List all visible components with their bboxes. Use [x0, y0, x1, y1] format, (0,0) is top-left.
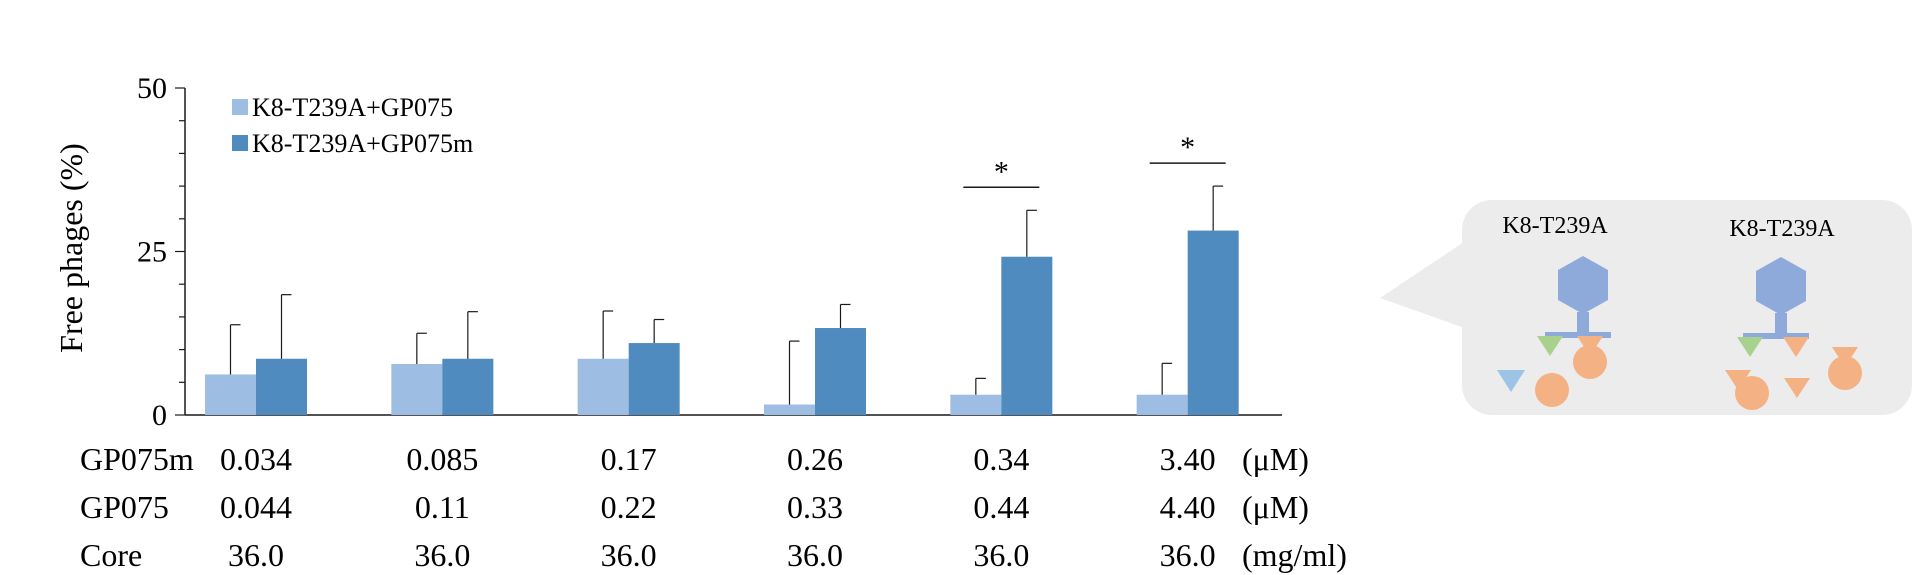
table-cell: 3.40	[1160, 441, 1216, 477]
table-cell: 0.44	[973, 489, 1029, 525]
significance-star: *	[994, 155, 1009, 188]
bar-chart-plot: 0 25 50 * *	[137, 72, 1282, 432]
legend-swatch	[232, 135, 248, 151]
table-cell: 4.40	[1160, 489, 1216, 525]
bar-gp075m	[1001, 256, 1053, 415]
table-unit: (mg/ml)	[1242, 537, 1347, 573]
blue-triangle-icon	[1497, 370, 1525, 392]
bar-gp075	[1136, 394, 1188, 415]
green-triangle-icon	[1537, 336, 1563, 356]
table-row-label: GP075m	[80, 441, 194, 477]
y-tick-label: 0	[152, 399, 167, 432]
diagram-label-right: K8-T239A	[1729, 216, 1835, 242]
table-cell: 36.0	[973, 537, 1029, 573]
table-cell: 0.33	[787, 489, 843, 525]
antibody-diagram: K8-T239A K8-T239A	[1380, 200, 1912, 415]
table-cell: 0.085	[406, 441, 478, 477]
table-unit: (μM)	[1242, 489, 1309, 525]
orange-triangle-icon	[1784, 378, 1810, 398]
table-cell: 0.034	[220, 441, 292, 477]
antibody-icon	[1558, 256, 1608, 314]
table-unit: (μM)	[1242, 441, 1309, 477]
antibody-stem	[1577, 312, 1589, 334]
legend: K8-T239A+GP075 K8-T239A+GP075m	[232, 93, 473, 158]
legend-label: K8-T239A+GP075	[252, 93, 453, 122]
table-cell: 0.11	[415, 489, 470, 525]
table-cell: 0.26	[787, 441, 843, 477]
table-cell: 36.0	[228, 537, 284, 573]
orange-circle-icon	[1535, 373, 1569, 407]
antibody-base	[1545, 332, 1611, 338]
table-cell: 36.0	[1160, 537, 1216, 573]
orange-circle-icon	[1573, 345, 1607, 379]
table-cell: 36.0	[601, 537, 657, 573]
y-axis-title: Free phages (%)	[53, 143, 89, 353]
callout-pointer	[1380, 238, 1470, 330]
antibody-base	[1743, 333, 1809, 339]
table-cell: 0.34	[973, 441, 1029, 477]
legend-swatch	[232, 99, 248, 115]
antibody-icon	[1756, 257, 1806, 315]
orange-triangle-icon	[1783, 337, 1809, 357]
table-cell: 36.0	[414, 537, 470, 573]
bar-gp075	[391, 363, 443, 415]
table-cell: 0.17	[601, 441, 657, 477]
green-triangle-icon	[1737, 337, 1763, 357]
bar-gp075m	[628, 343, 680, 415]
y-tick-label: 50	[137, 72, 167, 105]
table-row-label: GP075	[80, 489, 169, 525]
significance-star: *	[1180, 131, 1195, 164]
table-cell: 0.044	[220, 489, 292, 525]
antibody-stem	[1775, 313, 1787, 335]
bar-gp075	[205, 374, 256, 415]
bar-gp075m	[256, 358, 307, 415]
bar-gp075	[577, 358, 629, 415]
orange-circle-icon	[1828, 356, 1862, 390]
table-cell: 36.0	[787, 537, 843, 573]
bar-gp075	[764, 404, 815, 415]
orange-circle-icon	[1735, 376, 1769, 410]
concentration-table: GP075m 0.034 0.085 0.17 0.26 0.34 3.40 (μM) GP07…	[80, 441, 1347, 573]
table-row-label: Core	[80, 537, 142, 573]
diagram-label-left: K8-T239A	[1502, 213, 1608, 239]
orange-triangle-icon	[1725, 370, 1751, 390]
bar-gp075m	[815, 328, 866, 415]
y-tick-label: 25	[137, 236, 167, 269]
bar-gp075m	[442, 358, 494, 415]
legend-label: K8-T239A+GP075m	[252, 129, 473, 158]
bar-gp075m	[1187, 230, 1239, 415]
bar-gp075	[950, 394, 1002, 415]
table-cell: 0.22	[601, 489, 657, 525]
